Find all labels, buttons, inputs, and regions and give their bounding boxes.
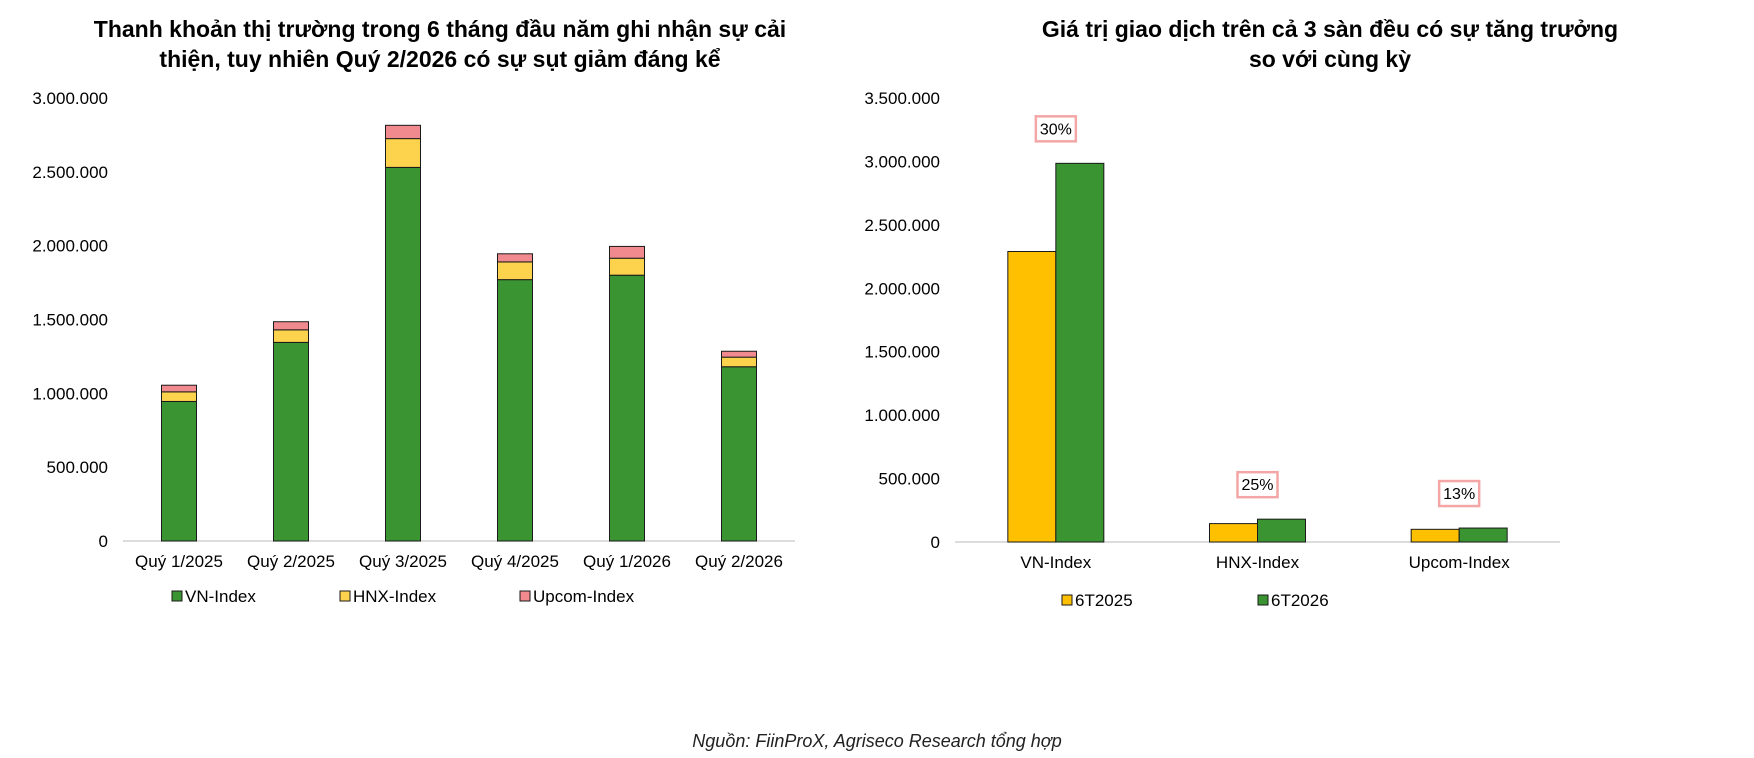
bar-vn-index: [497, 279, 533, 542]
bar-6t2025: [1209, 523, 1258, 543]
grouped-bar-chart: 0 500.000 1.000.000 1.500.000 2.000.000 2.500…: [864, 89, 1560, 610]
x-tick-label: HNX-Index: [1216, 553, 1300, 572]
legend-label: 6T2026: [1271, 591, 1329, 610]
bar-upcom-index: [609, 245, 645, 259]
x-tick-label: Quý 1/2026: [583, 552, 671, 571]
y-tick-label: 2.500.000: [32, 163, 108, 182]
bar-6t2025: [1007, 250, 1057, 543]
y-tick-label: 1.000.000: [864, 406, 940, 425]
x-tick-label: Quý 2/2025: [247, 552, 335, 571]
bar-vn-index: [273, 341, 309, 542]
x-tick-label: Quý 3/2025: [359, 552, 447, 571]
bar-hnx-index: [385, 138, 421, 168]
bar-vn-index: [161, 400, 197, 542]
y-tick-label: 1.000.000: [32, 384, 108, 403]
chart-trading-value-by-exchange: Giá trị giao dịch trên cả 3 sàn đều có s…: [864, 0, 1754, 720]
growth-label: 13%: [1443, 486, 1475, 503]
y-tick-label: 2.500.000: [864, 216, 940, 235]
bar-upcom-index: [497, 253, 533, 263]
y-tick-label: 3.500.000: [864, 89, 940, 108]
bar-hnx-index: [161, 391, 197, 402]
x-tick-label: Quý 4/2025: [471, 552, 559, 571]
bar-vn-index: [721, 366, 757, 542]
bar-6t2025: [1410, 528, 1460, 543]
bar-hnx-index: [609, 257, 645, 276]
bar-vn-index: [385, 166, 421, 542]
legend-label: Upcom-Index: [533, 587, 635, 606]
chart-liquidity-by-quarter: Thanh khoản thị trường trong 6 tháng đầu…: [0, 0, 880, 720]
bar-vn-index: [609, 274, 645, 542]
x-tick-label: Quý 1/2025: [135, 552, 223, 571]
legend-swatch: [171, 590, 183, 602]
bar-upcom-index: [273, 321, 309, 331]
y-tick-label: 500.000: [879, 470, 940, 489]
growth-label-box: [1437, 479, 1481, 508]
y-tick-label: 3.000.000: [32, 89, 108, 108]
growth-label: 30%: [1040, 121, 1072, 138]
y-tick-label: 3.000.000: [864, 152, 940, 171]
y-tick-label: 500.000: [47, 458, 108, 477]
bar-hnx-index: [721, 356, 757, 368]
bar-upcom-index: [721, 350, 757, 358]
x-tick-label: VN-Index: [1020, 553, 1091, 572]
y-tick-label: 2.000.000: [32, 237, 108, 256]
chart-title: Giá trị giao dịch trên cả 3 sàn đều có s…: [1041, 16, 1619, 72]
bar-6t2026: [1055, 162, 1105, 543]
bar-6t2026: [1257, 518, 1306, 543]
y-tick-label: 0: [931, 533, 940, 552]
bar-hnx-index: [497, 261, 533, 281]
y-tick-label: 0: [99, 532, 108, 551]
growth-label-box: [1236, 470, 1279, 499]
growth-label: 25%: [1241, 477, 1273, 494]
bar-hnx-index: [273, 329, 309, 343]
legend-label: VN-Index: [185, 587, 256, 606]
legend-label: HNX-Index: [353, 587, 437, 606]
growth-label-box: [1034, 115, 1078, 143]
legend-swatch: [1257, 594, 1269, 606]
bar-upcom-index: [385, 124, 421, 140]
legend-swatch: [519, 590, 531, 602]
x-tick-label: Upcom-Index: [1409, 553, 1511, 572]
bar-upcom-index: [161, 384, 197, 393]
legend-swatch: [339, 590, 351, 602]
legend-swatch: [1061, 594, 1073, 606]
y-tick-label: 1.500.000: [864, 343, 940, 362]
y-tick-label: 1.500.000: [32, 311, 108, 330]
y-tick-label: 2.000.000: [864, 279, 940, 298]
stacked-bar-chart: 0 500.000 1.000.000 1.500.000 2.000.000 2.500…: [32, 89, 795, 606]
x-tick-label: Quý 2/2026: [695, 552, 783, 571]
source-note: Nguồn: FiinProX, Agriseco Research tổng …: [692, 731, 1062, 751]
legend-label: 6T2025: [1075, 591, 1133, 610]
chart-title: Thanh khoản thị trường trong 6 tháng đầu…: [93, 16, 787, 72]
bar-6t2026: [1458, 527, 1508, 543]
